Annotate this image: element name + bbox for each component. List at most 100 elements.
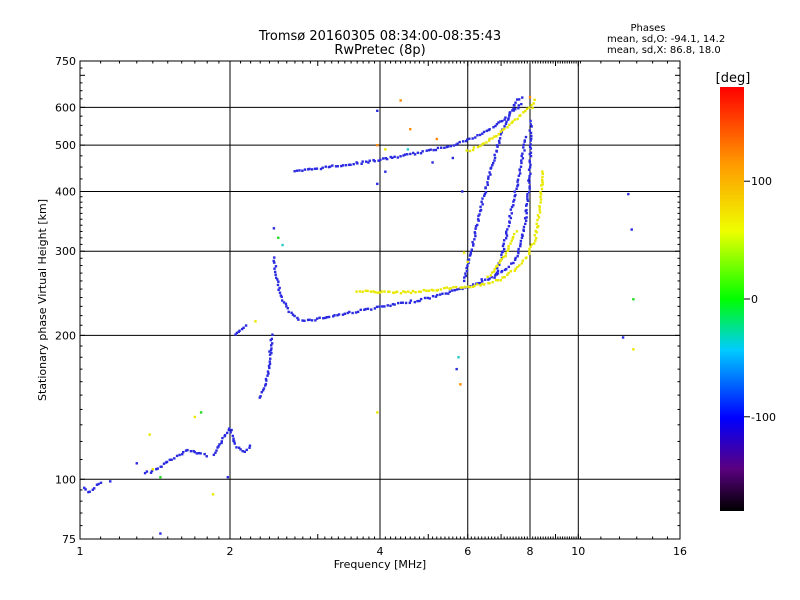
data-point <box>265 379 268 382</box>
data-point <box>308 318 311 321</box>
data-point <box>496 145 499 148</box>
data-point <box>529 131 533 135</box>
y-tick-label: 400 <box>55 185 76 198</box>
data-point <box>508 214 511 218</box>
data-point <box>487 278 490 281</box>
data-point <box>392 291 395 294</box>
data-point <box>432 148 435 152</box>
data-point <box>287 310 290 314</box>
data-point <box>526 199 530 203</box>
data-point <box>318 316 321 319</box>
data-point <box>480 200 483 203</box>
data-point <box>466 264 469 267</box>
data-point <box>532 102 535 105</box>
chart-subtitle: RwPretec (8p) <box>334 43 425 58</box>
data-point <box>488 128 491 131</box>
data-point <box>93 487 96 490</box>
x-tick-label: 16 <box>673 545 687 558</box>
data-point <box>268 362 272 366</box>
chart-title: Tromsø 20160305 08:34:00-08:35:43 <box>258 29 501 44</box>
data-point <box>529 163 532 167</box>
data-point <box>520 102 523 106</box>
data-point <box>529 151 533 154</box>
data-point <box>376 291 380 294</box>
data-point <box>359 308 362 312</box>
data-point <box>274 276 278 279</box>
data-point <box>534 237 538 240</box>
data-point <box>464 285 467 289</box>
data-point <box>464 274 468 278</box>
data-point <box>214 451 217 455</box>
data-point <box>507 247 510 250</box>
data-point <box>509 242 512 245</box>
data-point <box>358 290 362 293</box>
stats-o-line: mean, sd,O: -94.1, 14.2 <box>607 34 725 45</box>
data-point <box>471 240 474 244</box>
data-point <box>488 277 491 280</box>
data-point <box>499 120 502 123</box>
data-point <box>431 161 434 164</box>
data-point <box>528 159 531 162</box>
data-point <box>462 251 466 254</box>
data-point <box>478 213 481 216</box>
data-point <box>388 290 391 294</box>
data-point <box>499 133 502 136</box>
data-point <box>203 452 206 456</box>
data-point <box>435 137 438 141</box>
data-point <box>452 144 456 147</box>
data-point <box>494 272 498 276</box>
data-point <box>443 287 446 290</box>
data-point <box>439 288 443 291</box>
data-point <box>627 192 630 196</box>
data-point <box>273 261 276 264</box>
data-point <box>266 374 269 377</box>
data-point <box>474 136 477 139</box>
data-point <box>520 262 524 265</box>
data-point <box>361 290 364 293</box>
data-point <box>226 476 230 479</box>
data-point <box>223 434 227 437</box>
data-point <box>517 104 520 107</box>
data-point <box>514 256 517 260</box>
data-point <box>471 137 474 140</box>
data-point <box>540 187 544 191</box>
data-point <box>233 442 236 445</box>
data-point <box>529 143 532 146</box>
stats-x-line: mean, sd,X: 86.8, 18.0 <box>607 45 721 56</box>
data-points <box>83 95 635 535</box>
data-point <box>518 264 521 267</box>
data-point <box>487 177 490 180</box>
data-point <box>501 119 504 123</box>
data-point <box>193 450 196 454</box>
data-point <box>406 153 409 156</box>
data-point <box>376 109 379 113</box>
data-point <box>91 488 94 491</box>
data-point <box>199 452 202 455</box>
data-point <box>148 433 151 436</box>
data-point <box>310 168 314 171</box>
data-point <box>474 227 477 230</box>
data-point <box>507 265 511 269</box>
data-point <box>235 331 239 335</box>
data-point <box>402 154 405 157</box>
data-point <box>363 308 366 312</box>
data-point <box>404 290 407 294</box>
data-point <box>525 203 529 206</box>
data-point <box>293 314 296 318</box>
data-point <box>461 286 464 289</box>
data-point <box>469 252 472 256</box>
data-point <box>399 155 402 158</box>
data-point <box>516 265 519 269</box>
data-point <box>373 307 377 310</box>
data-point <box>529 119 532 123</box>
data-point <box>517 250 520 253</box>
data-point <box>471 148 475 152</box>
stats-heading: Phases <box>630 23 665 34</box>
data-point <box>535 231 538 234</box>
data-point <box>488 137 491 141</box>
data-point <box>459 286 462 289</box>
data-point <box>511 120 514 123</box>
data-point <box>443 146 446 149</box>
data-point <box>372 290 375 293</box>
data-point <box>447 292 450 295</box>
